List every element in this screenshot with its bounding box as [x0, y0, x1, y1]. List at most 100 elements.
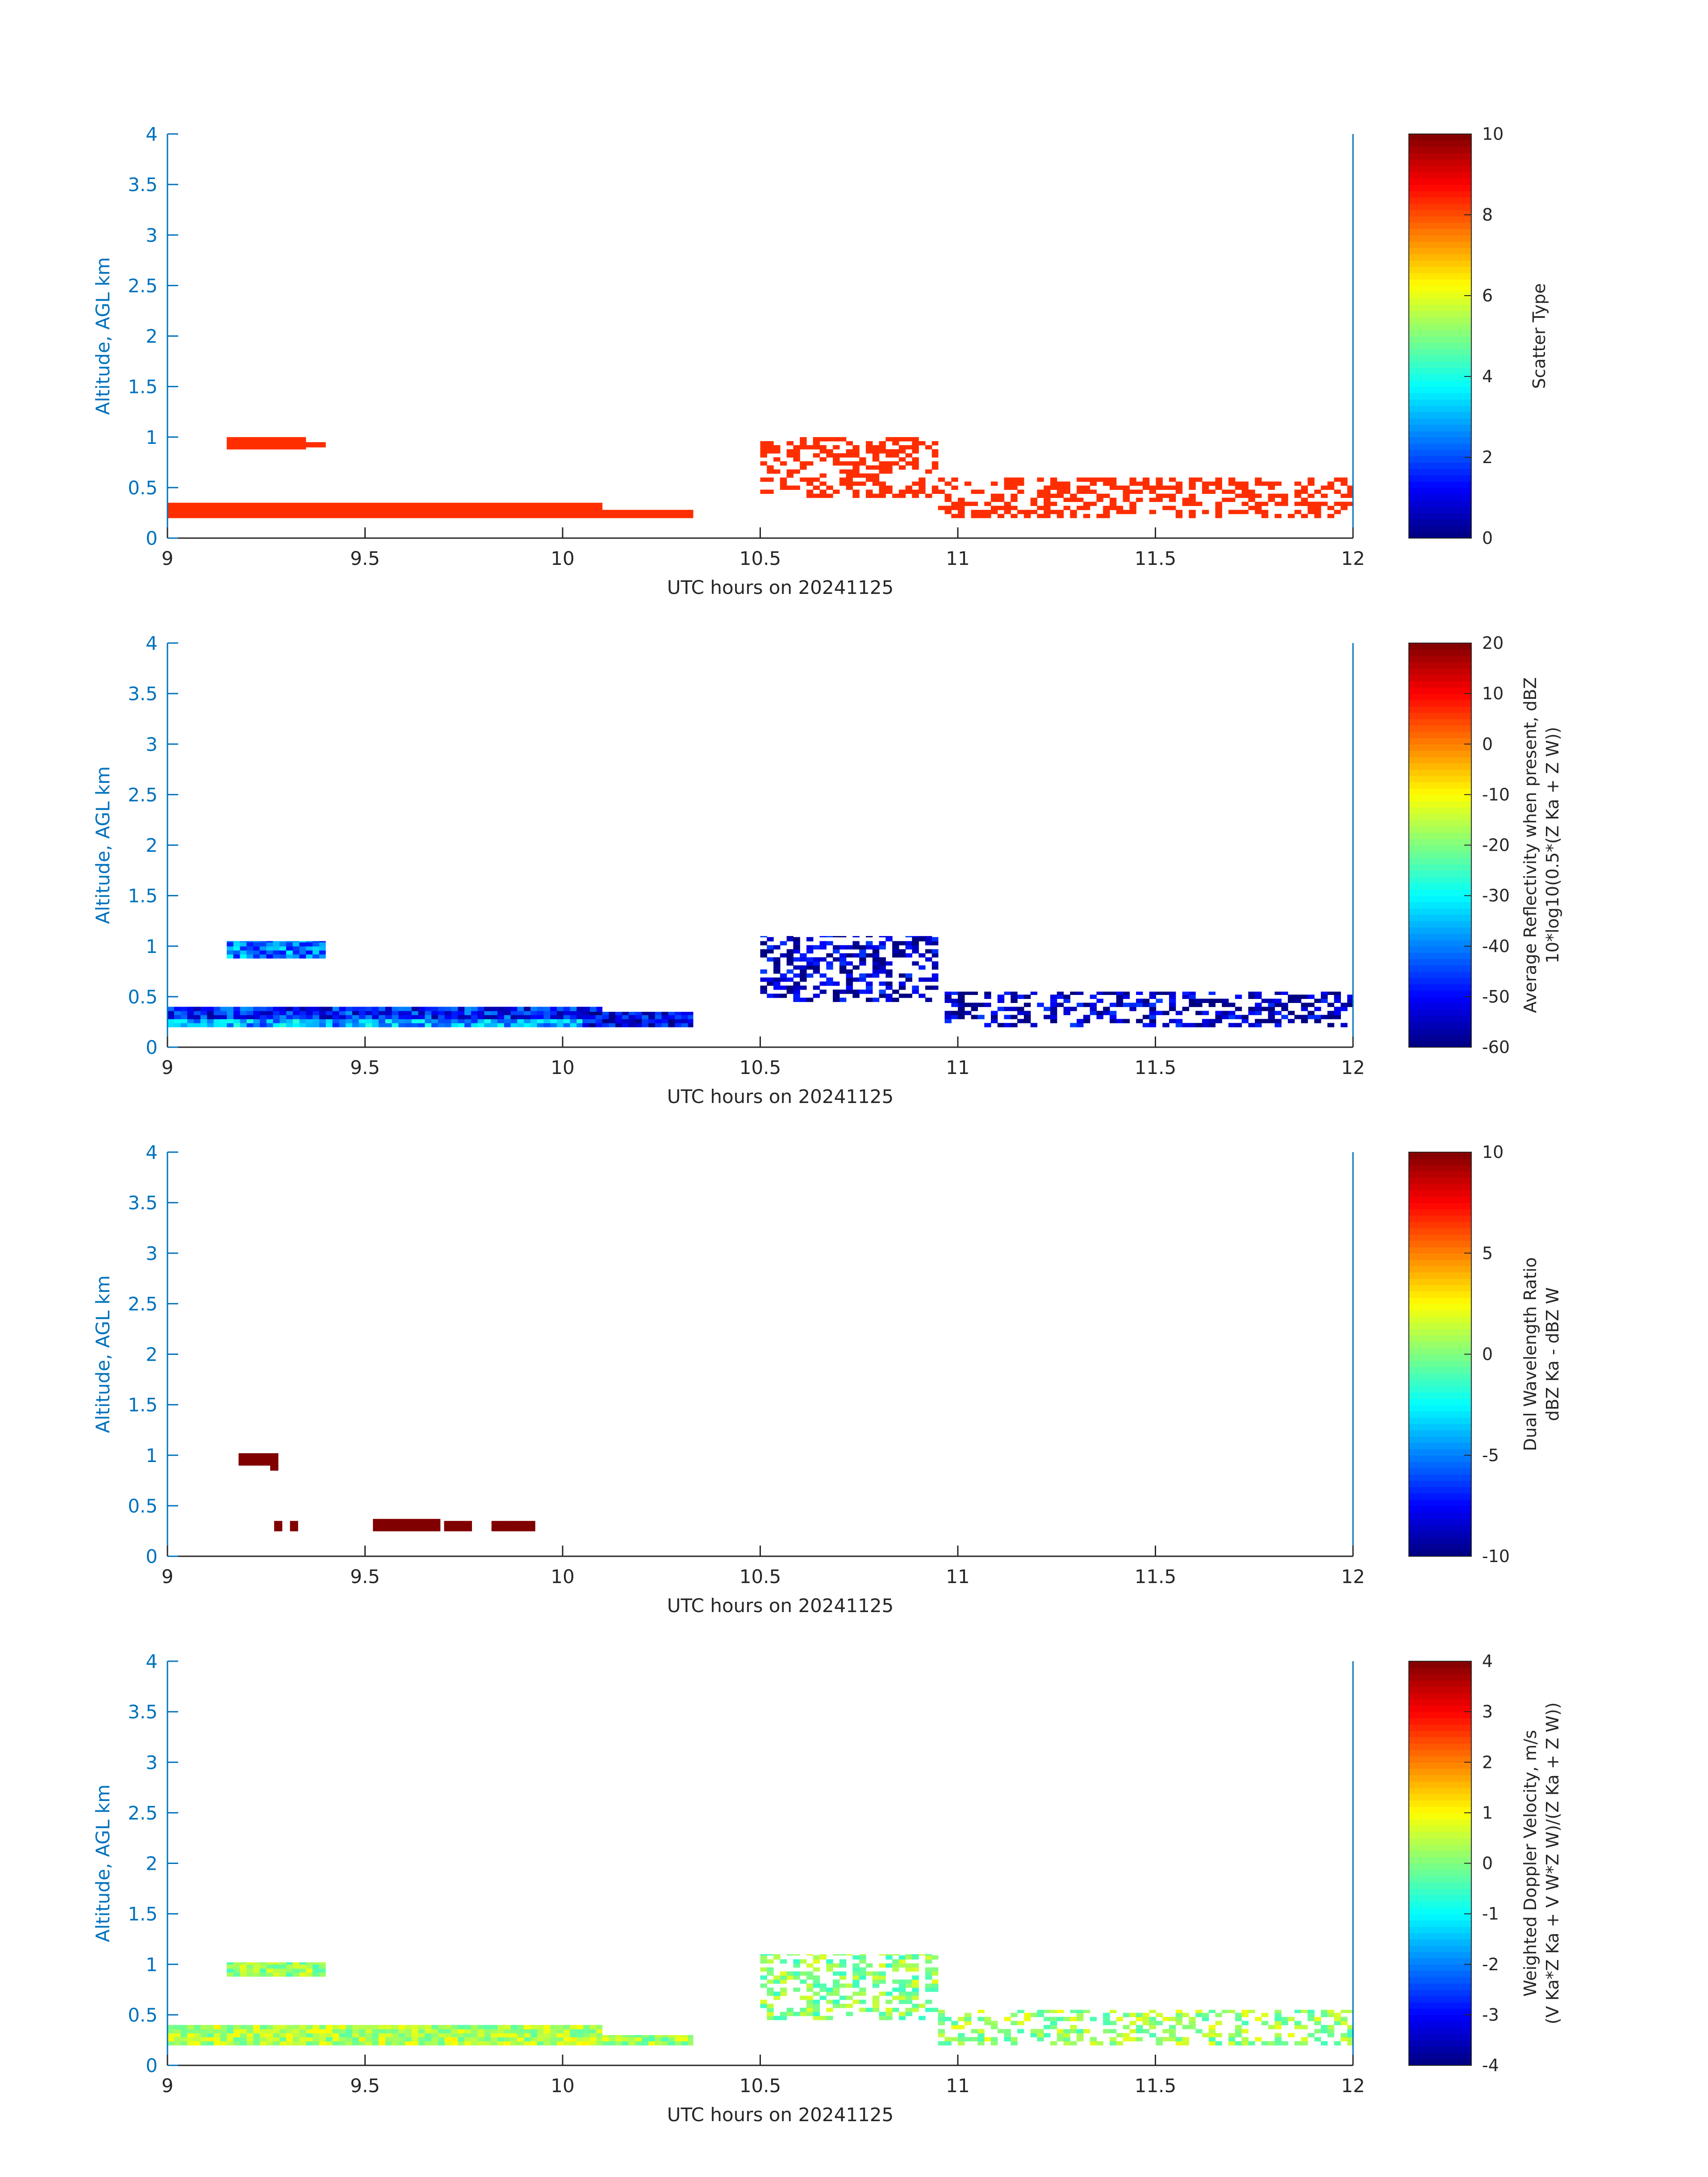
data-cell — [373, 1519, 380, 1523]
data-cell — [793, 949, 800, 954]
data-cell — [563, 502, 571, 506]
data-cell — [246, 510, 254, 514]
colorbar-label-2: dBZ Ka - dBZ W — [1543, 1287, 1562, 1421]
data-cell — [418, 1023, 425, 1028]
data-cell — [833, 445, 840, 450]
data-cell — [1142, 481, 1150, 486]
data-cell — [1341, 1003, 1348, 1007]
data-cell — [991, 497, 998, 502]
data-cell — [274, 1521, 281, 1523]
data-cell — [226, 445, 234, 450]
data-cell — [773, 1995, 781, 2000]
colorbar-swatch — [1409, 1247, 1471, 1254]
data-cell — [1261, 999, 1269, 1003]
data-cell — [266, 514, 274, 518]
data-cell — [518, 1521, 525, 1523]
data-cell — [872, 1975, 880, 1980]
data-cell — [1215, 477, 1222, 482]
data-cell — [819, 449, 827, 454]
data-cell — [411, 1023, 419, 1028]
data-cell — [1011, 2013, 1018, 2017]
data-cell — [339, 2037, 346, 2042]
data-cell — [1037, 2029, 1044, 2034]
data-cell — [292, 441, 300, 446]
y-axis-label: Altitude, AGL km — [92, 1784, 114, 1942]
data-cell — [1294, 2021, 1302, 2026]
data-cell — [872, 961, 880, 966]
data-cell — [167, 2033, 175, 2038]
data-cell — [905, 437, 912, 442]
data-cell — [1023, 1011, 1031, 1015]
data-cell — [846, 473, 853, 478]
data-cell — [1017, 510, 1024, 514]
data-cell — [207, 506, 214, 510]
data-cell — [543, 502, 551, 506]
data-cell — [944, 994, 952, 999]
data-cell — [885, 461, 893, 466]
data-cell — [385, 514, 393, 518]
data-cell — [378, 1023, 386, 1028]
data-cell — [518, 1523, 525, 1527]
data-cell — [833, 1991, 840, 1996]
data-cell — [1202, 999, 1209, 1003]
data-cell — [879, 1963, 886, 1968]
data-cell — [240, 1964, 247, 1969]
y-tick-label: 1 — [146, 936, 158, 957]
data-cell — [1110, 1015, 1117, 1020]
data-cell — [393, 1527, 400, 1532]
data-cell — [1136, 2013, 1143, 2017]
colorbar-swatch — [1409, 241, 1471, 248]
data-cell — [1011, 1023, 1018, 1028]
colorbar-swatch — [1409, 292, 1471, 299]
data-cell — [1314, 1015, 1321, 1020]
data-cell — [226, 1968, 234, 1973]
data-cell — [280, 2037, 287, 2042]
data-cell — [813, 945, 820, 950]
data-cell — [326, 1011, 333, 1015]
colorbar-label: Average Reflectivity when present, dBZ — [1520, 677, 1540, 1013]
x-tick-label: 9.5 — [350, 1057, 380, 1078]
data-cell — [497, 1011, 505, 1015]
data-cell — [1169, 2029, 1176, 2034]
colorbar-swatch — [1409, 744, 1471, 751]
data-cell — [1321, 493, 1328, 498]
data-cell — [1241, 2037, 1249, 2042]
data-cell — [253, 1964, 260, 1969]
data-cell — [299, 1962, 306, 1965]
colorbar-swatch — [1409, 1468, 1471, 1475]
data-cell — [1288, 1019, 1295, 1024]
data-cell — [444, 2037, 452, 2042]
data-cell — [1017, 1019, 1024, 1024]
data-cell — [431, 2041, 438, 2046]
data-cell — [773, 469, 781, 474]
data-cell — [1169, 2037, 1176, 2042]
data-cell — [938, 2033, 945, 2038]
data-cell — [286, 2025, 293, 2030]
colorbar-swatch — [1409, 889, 1471, 896]
data-cell — [365, 1011, 372, 1015]
data-cell — [372, 2033, 379, 2038]
data-cell — [1057, 481, 1064, 486]
data-cell — [786, 1975, 793, 1980]
data-cell — [332, 2029, 339, 2034]
colorbar-swatch — [1409, 1015, 1471, 1023]
data-cell — [458, 1023, 465, 1028]
data-cell — [207, 2025, 214, 2030]
data-cell — [1228, 1003, 1236, 1007]
data-cell — [885, 1963, 893, 1968]
data-cell — [806, 1963, 814, 1968]
data-cell — [833, 957, 840, 962]
data-cell — [919, 994, 926, 998]
data-cell — [385, 2041, 393, 2046]
data-cell — [378, 1015, 386, 1020]
data-cell — [259, 1007, 267, 1011]
data-cell — [1110, 497, 1117, 502]
data-cell — [505, 1523, 512, 1527]
colorbar-swatch — [1409, 1398, 1471, 1405]
x-tick-label: 10.5 — [739, 1566, 781, 1588]
data-cell — [425, 1011, 432, 1015]
data-cell — [898, 941, 906, 945]
data-cell — [1004, 1023, 1011, 1028]
data-cell — [892, 1954, 899, 1956]
data-cell — [530, 510, 538, 514]
